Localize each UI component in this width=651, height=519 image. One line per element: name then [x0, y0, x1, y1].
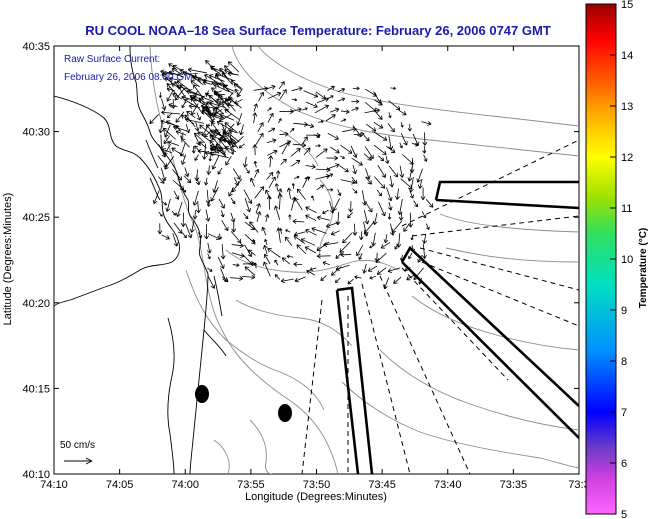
radar-sector-lines — [301, 139, 579, 474]
colorbar-ticks: 15 14 13 12 11 10 9 8 7 6 5 — [610, 0, 633, 519]
current-label: Raw Surface Current: — [64, 54, 160, 65]
scale-arrow — [64, 457, 93, 465]
x-tick-label: 73:45 — [368, 479, 396, 491]
figure-title: RU COOL NOAA–18 Sea Surface Temperature:… — [85, 23, 551, 38]
x-tick-label: 74:00 — [171, 479, 199, 491]
y-tick-label: 40:35 — [22, 41, 50, 53]
station-marker — [278, 404, 292, 422]
colorbar-tick-label: 9 — [621, 305, 627, 317]
colorbar-tick-label: 13 — [621, 101, 633, 113]
colorbar-label: Temperature (°C) — [638, 228, 649, 309]
y-axis-label: Latitude (Degrees:Minutes) — [2, 193, 14, 326]
colorbar-tick-label: 10 — [621, 254, 633, 266]
colorbar-tick-label: 8 — [621, 356, 627, 368]
y-axis-ticks: 40:35 40:30 40:25 40:20 40:15 40:10 — [22, 41, 579, 481]
y-tick-label: 40:20 — [22, 298, 50, 310]
current-vector-field — [149, 59, 434, 290]
x-axis-ticks: 74:10 74:05 74:00 73:55 73:50 73:45 73:40 73:35… — [40, 46, 590, 491]
y-tick-label: 40:25 — [22, 212, 50, 224]
x-tick-label: 73:3 — [568, 479, 589, 491]
x-tick-label: 73:50 — [303, 479, 331, 491]
y-tick-label: 40:10 — [22, 469, 50, 481]
colorbar-tick-label: 15 — [621, 0, 633, 11]
colorbar-tick-label: 7 — [621, 407, 627, 419]
bathymetry-contours — [149, 46, 579, 474]
colorbar-tick-label: 12 — [621, 152, 633, 164]
colorbar-tick-label: 6 — [621, 458, 627, 470]
colorbar-tick-label: 5 — [621, 509, 627, 519]
x-tick-label: 73:40 — [434, 479, 462, 491]
y-tick-label: 40:30 — [22, 127, 50, 139]
x-tick-label: 74:10 — [40, 479, 68, 491]
current-time: February 26, 2006 08:00 GMT — [64, 72, 199, 83]
x-tick-label: 73:35 — [500, 479, 528, 491]
colorbar-tick-label: 11 — [621, 203, 632, 215]
radar-footprint-outlines — [335, 180, 579, 474]
station-marker — [195, 385, 209, 403]
x-axis-label: Longitude (Degrees:Minutes) — [245, 491, 387, 503]
coastline — [54, 46, 227, 474]
x-tick-label: 73:55 — [237, 479, 265, 491]
scale-label: 50 cm/s — [60, 440, 95, 451]
x-tick-label: 74:05 — [106, 479, 134, 491]
colorbar-tick-label: 14 — [621, 50, 633, 62]
map-frame — [53, 45, 580, 475]
y-tick-label: 40:15 — [22, 383, 50, 395]
